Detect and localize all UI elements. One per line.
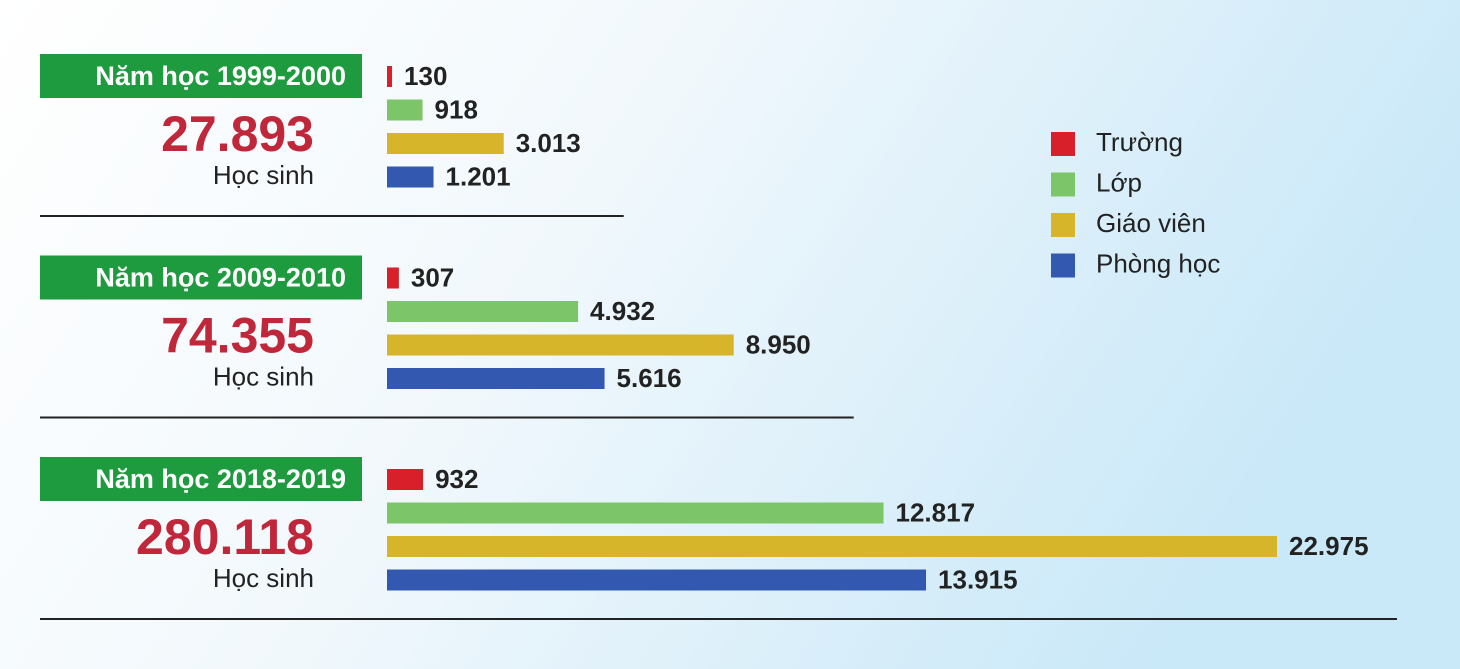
value-label: 130	[404, 61, 447, 91]
bar	[387, 267, 399, 289]
student-count: 74.355	[161, 308, 314, 364]
legend-label: Giáo viên	[1096, 208, 1206, 238]
legend-swatch	[1051, 213, 1075, 237]
legend-label: Phòng học	[1096, 248, 1220, 278]
group-header	[40, 457, 362, 501]
bar	[387, 66, 393, 87]
bar	[387, 502, 884, 524]
legend-label: Trường	[1096, 127, 1183, 157]
value-label: 8.950	[746, 329, 811, 359]
student-count: 27.893	[161, 106, 314, 162]
group-header	[40, 255, 362, 300]
value-label: 918	[435, 94, 478, 124]
legend-label: Lớp	[1096, 167, 1142, 197]
group-label: Năm học 2018-2019	[95, 464, 346, 494]
bar	[387, 166, 434, 188]
value-label: 1.201	[446, 161, 511, 191]
bar	[387, 334, 734, 356]
legend-swatch	[1051, 253, 1075, 278]
value-label: 3.013	[516, 128, 581, 158]
student-count: 280.118	[136, 509, 314, 565]
value-label: 12.817	[896, 497, 976, 527]
bar	[387, 99, 423, 121]
value-label: 4.932	[590, 296, 655, 326]
bar	[387, 301, 579, 322]
value-label: 5.616	[617, 363, 682, 393]
student-label: Học sinh	[213, 563, 314, 593]
bar	[387, 569, 927, 591]
bar	[387, 368, 605, 389]
student-label: Học sinh	[213, 160, 314, 190]
bar	[387, 536, 1277, 557]
group-label: Năm học 2009-2010	[95, 263, 346, 293]
value-label: 22.975	[1289, 531, 1369, 561]
value-label: 13.915	[938, 564, 1018, 594]
legend-swatch	[1051, 132, 1075, 156]
bar	[387, 469, 424, 490]
student-label: Học sinh	[213, 361, 314, 391]
value-label: 307	[411, 262, 454, 292]
group-label: Năm học 1999-2000	[95, 61, 346, 91]
group-header	[40, 54, 362, 98]
value-label: 932	[435, 464, 478, 494]
legend-swatch	[1051, 172, 1075, 197]
bar	[387, 133, 504, 154]
